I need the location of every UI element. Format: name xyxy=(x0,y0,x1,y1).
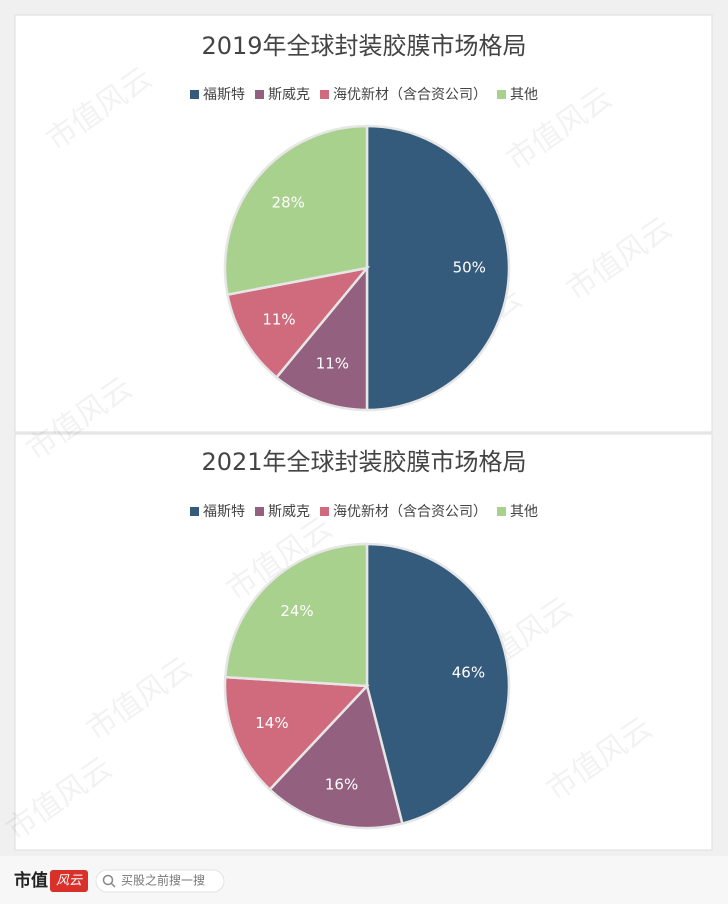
value-label: 46% xyxy=(452,664,485,682)
pie-slice xyxy=(223,542,369,688)
value-label: 11% xyxy=(316,355,349,373)
legend-label: 福斯特 xyxy=(203,504,245,520)
value-label: 28% xyxy=(272,193,305,211)
legend: 福斯特 斯威克 海优新材（含合资公司） 其他 xyxy=(190,87,538,103)
legend-swatch xyxy=(320,90,329,99)
search-icon xyxy=(110,882,116,888)
pie-slice xyxy=(223,675,370,792)
legend-swatch xyxy=(497,507,506,516)
chart-title: 2019年全球封装胶膜市场格局 xyxy=(201,32,526,60)
pie-slice xyxy=(274,264,369,412)
logo: 风云 xyxy=(56,874,83,889)
legend-label: 斯威克 xyxy=(268,504,310,520)
value-label: 24% xyxy=(280,602,313,620)
legend-label: 海优新材（含合资公司） xyxy=(333,504,487,520)
legend-swatch xyxy=(320,507,329,516)
chart-title: 2021年全球封装胶膜市场格局 xyxy=(201,448,526,476)
value-label: 16% xyxy=(325,776,358,794)
legend-swatch xyxy=(255,90,264,99)
brand: 市值 xyxy=(14,870,48,891)
search-icon xyxy=(102,874,114,886)
legend-swatch xyxy=(190,90,199,99)
legend-label: 其他 xyxy=(510,87,538,103)
legend-label: 斯威克 xyxy=(268,87,310,103)
pie-slice xyxy=(226,266,371,380)
pie-slice xyxy=(365,124,511,412)
value-label: 11% xyxy=(262,311,295,329)
legend-label: 其他 xyxy=(510,504,538,520)
legend: 福斯特 斯威克 海优新材（含合资公司） 其他 xyxy=(190,504,538,520)
legend-swatch xyxy=(255,507,264,516)
legend-label: 海优新材（含合资公司） xyxy=(333,87,487,103)
legend-label: 福斯特 xyxy=(203,87,245,103)
search-placeholder[interactable]: 买股之前搜一搜 xyxy=(121,873,205,888)
legend-swatch xyxy=(190,507,199,516)
legend-swatch xyxy=(497,90,506,99)
search-box[interactable] xyxy=(95,869,225,893)
value-label: 50% xyxy=(453,259,486,277)
value-label: 14% xyxy=(255,714,288,732)
logo-box xyxy=(50,870,88,892)
pie-slice xyxy=(268,683,404,830)
pie-slice xyxy=(365,542,511,826)
pie-slice xyxy=(223,124,369,297)
